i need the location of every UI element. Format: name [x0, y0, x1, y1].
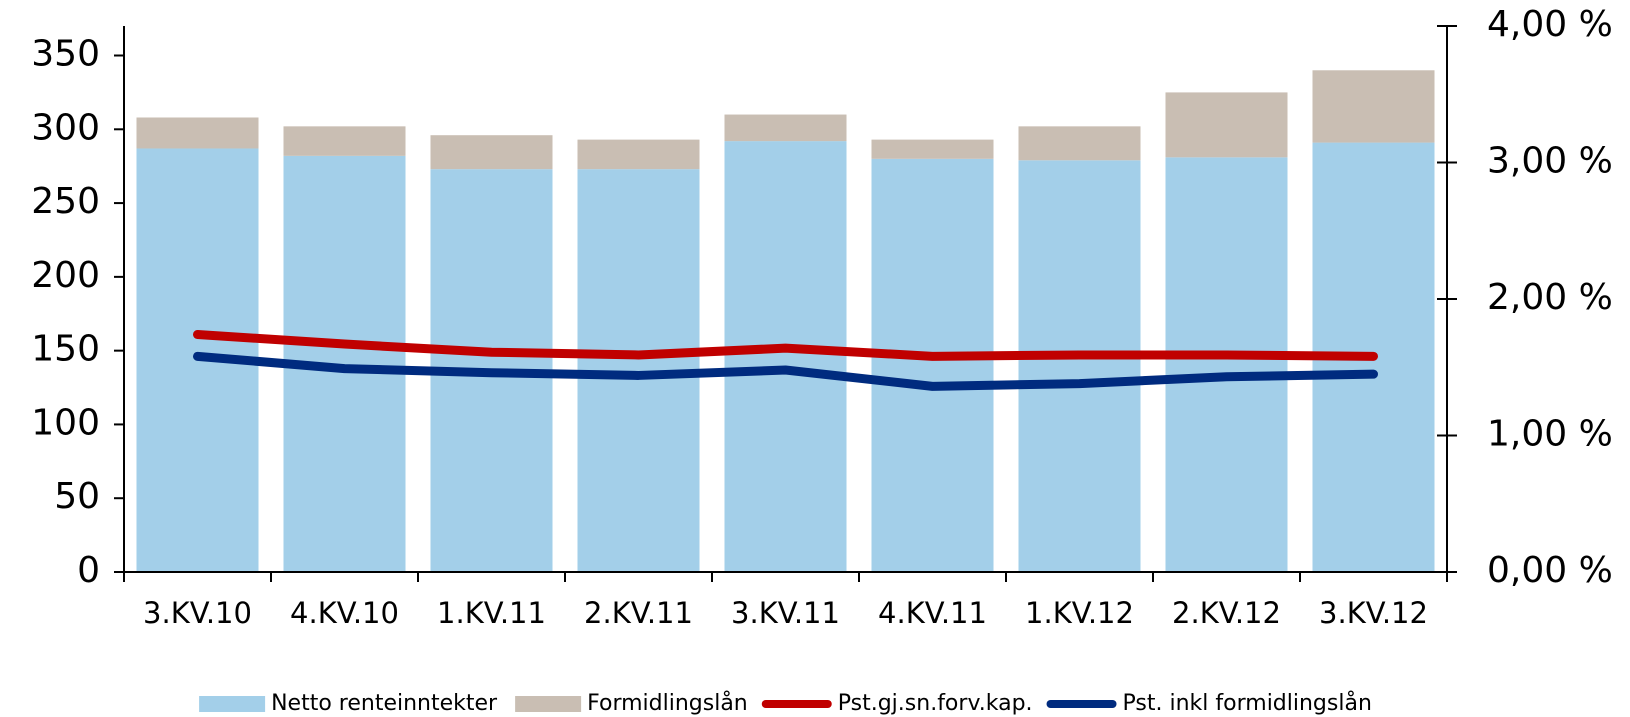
- x-tick-label: 1.KV.12: [1025, 596, 1134, 630]
- y-tick-label: 250: [31, 181, 100, 222]
- line-series: [193, 329, 1378, 361]
- bar: [1018, 126, 1141, 161]
- x-tick-label: 4.KV.11: [878, 596, 987, 630]
- x-tick-label: 2.KV.11: [584, 596, 693, 630]
- bar: [430, 135, 553, 170]
- y2-tick-label: 0,00 %: [1487, 550, 1613, 591]
- legend-swatch: [199, 696, 266, 712]
- legend-label: Pst. inkl formidlingslån: [1123, 690, 1372, 716]
- legend: Netto renteinntekter Formidlingslån Pst.gj…: [199, 690, 1372, 716]
- y-tick-label: 50: [54, 476, 100, 517]
- line-series: [193, 351, 1378, 391]
- x-tick-label: 3.KV.11: [731, 596, 840, 630]
- bar: [136, 117, 259, 149]
- y2-tick-label: 2,00 %: [1487, 277, 1613, 318]
- bar: [1018, 160, 1141, 572]
- legend-swatch: [515, 696, 582, 712]
- x-tick-label: 4.KV.10: [290, 596, 399, 630]
- legend-label: Formidlingslån: [587, 690, 748, 716]
- x-tick-label: 1.KV.11: [437, 596, 546, 630]
- y-tick-label: 100: [31, 402, 100, 443]
- y-tick-label: 150: [31, 329, 100, 370]
- bar: [577, 139, 700, 170]
- x-tick-label: 2.KV.12: [1172, 596, 1281, 630]
- y2-tick-label: 4,00 %: [1487, 4, 1613, 45]
- bar: [1165, 92, 1288, 158]
- y-tick-label: 300: [31, 107, 100, 148]
- bar: [724, 141, 847, 572]
- y2-tick-label: 3,00 %: [1487, 141, 1613, 182]
- y-tick-label: 0: [77, 550, 100, 591]
- y2-tick-label: 1,00 %: [1487, 414, 1613, 455]
- legend-label: Netto renteinntekter: [271, 691, 498, 716]
- bar: [283, 126, 406, 156]
- y-tick-label: 200: [31, 255, 100, 296]
- bar: [724, 114, 847, 142]
- bar: [871, 139, 994, 159]
- y-tick-label: 350: [31, 34, 100, 75]
- bar: [871, 158, 994, 573]
- bar: [1312, 70, 1435, 143]
- x-tick-label: 3.KV.10: [143, 596, 252, 630]
- x-tick-label: 3.KV.12: [1319, 596, 1428, 630]
- legend-label: Pst.gj.sn.forv.kap.: [838, 691, 1033, 716]
- bar: [1165, 157, 1288, 572]
